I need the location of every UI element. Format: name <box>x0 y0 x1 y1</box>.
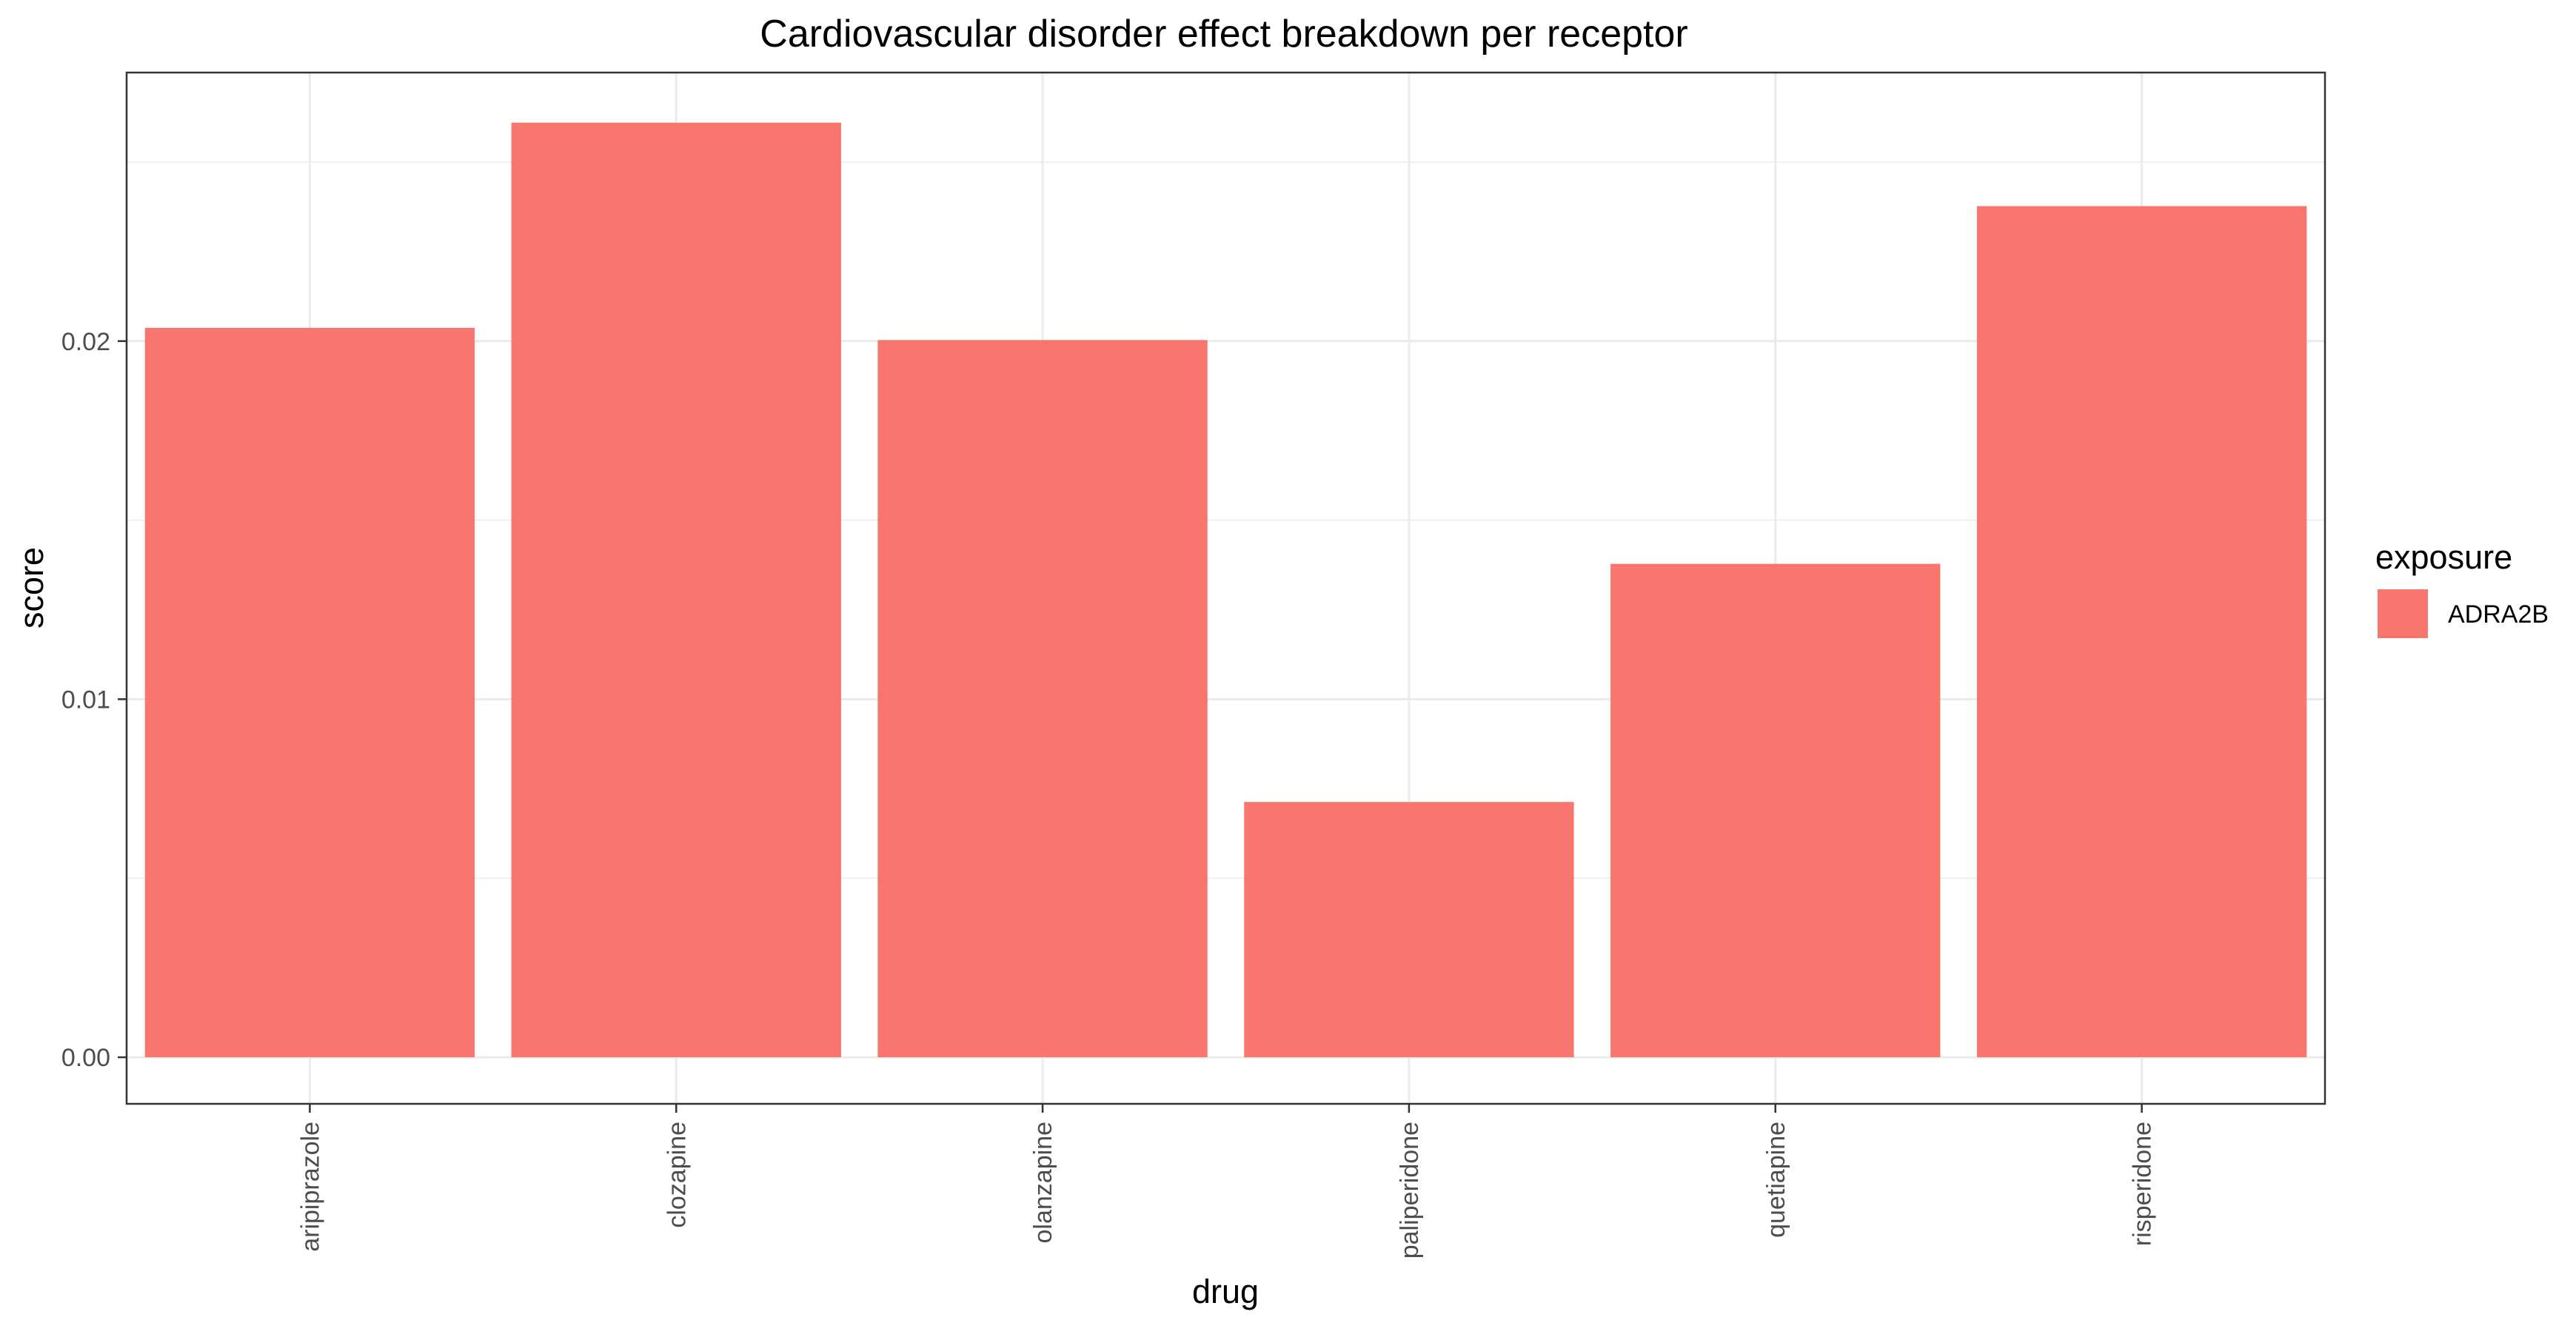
y-axis-title: score <box>13 547 50 629</box>
legend-label-adra2b: ADRA2B <box>2448 600 2549 629</box>
bar-quetiapine <box>1610 563 1941 1058</box>
panel-background <box>127 73 2325 1104</box>
bar-aripiprazole <box>144 327 475 1058</box>
bar-olanzapine <box>877 340 1208 1058</box>
x-tick-label-paliperidone: paliperidone <box>1396 1122 1424 1259</box>
legend-title: exposure <box>2375 538 2512 576</box>
y-tick-label-2: 0.02 <box>61 328 110 356</box>
chart-title: Cardiovascular disorder effect breakdown… <box>760 13 1687 56</box>
x-tick-label-clozapine: clozapine <box>663 1122 691 1228</box>
x-axis-title: drug <box>1192 1273 1259 1310</box>
x-tick-label-olanzapine: olanzapine <box>1029 1122 1057 1243</box>
panel-border <box>125 71 2326 1105</box>
x-tick-label-risperidone: risperidone <box>2129 1122 2157 1246</box>
minor-gridlines <box>127 161 2325 880</box>
x-tick-label-aripiprazole: aripiprazole <box>296 1122 324 1252</box>
legend-key-adra2b <box>2378 589 2428 638</box>
bars <box>144 122 2307 1058</box>
y-tick-label-0: 0.00 <box>61 1044 110 1072</box>
x-axis: aripiprazole clozapine olanzapine paliperid… <box>296 1104 2157 1259</box>
plot-panel <box>125 71 2326 1105</box>
bar-clozapine <box>511 122 841 1058</box>
legend: exposure ADRA2B <box>2375 538 2549 638</box>
y-tick-label-1: 0.01 <box>61 686 110 714</box>
bar-risperidone <box>1976 206 2307 1058</box>
y-axis: 0.00 0.01 0.02 <box>61 328 127 1072</box>
x-tick-label-quetiapine: quetiapine <box>1762 1122 1790 1238</box>
bar-paliperidone <box>1244 802 1574 1058</box>
